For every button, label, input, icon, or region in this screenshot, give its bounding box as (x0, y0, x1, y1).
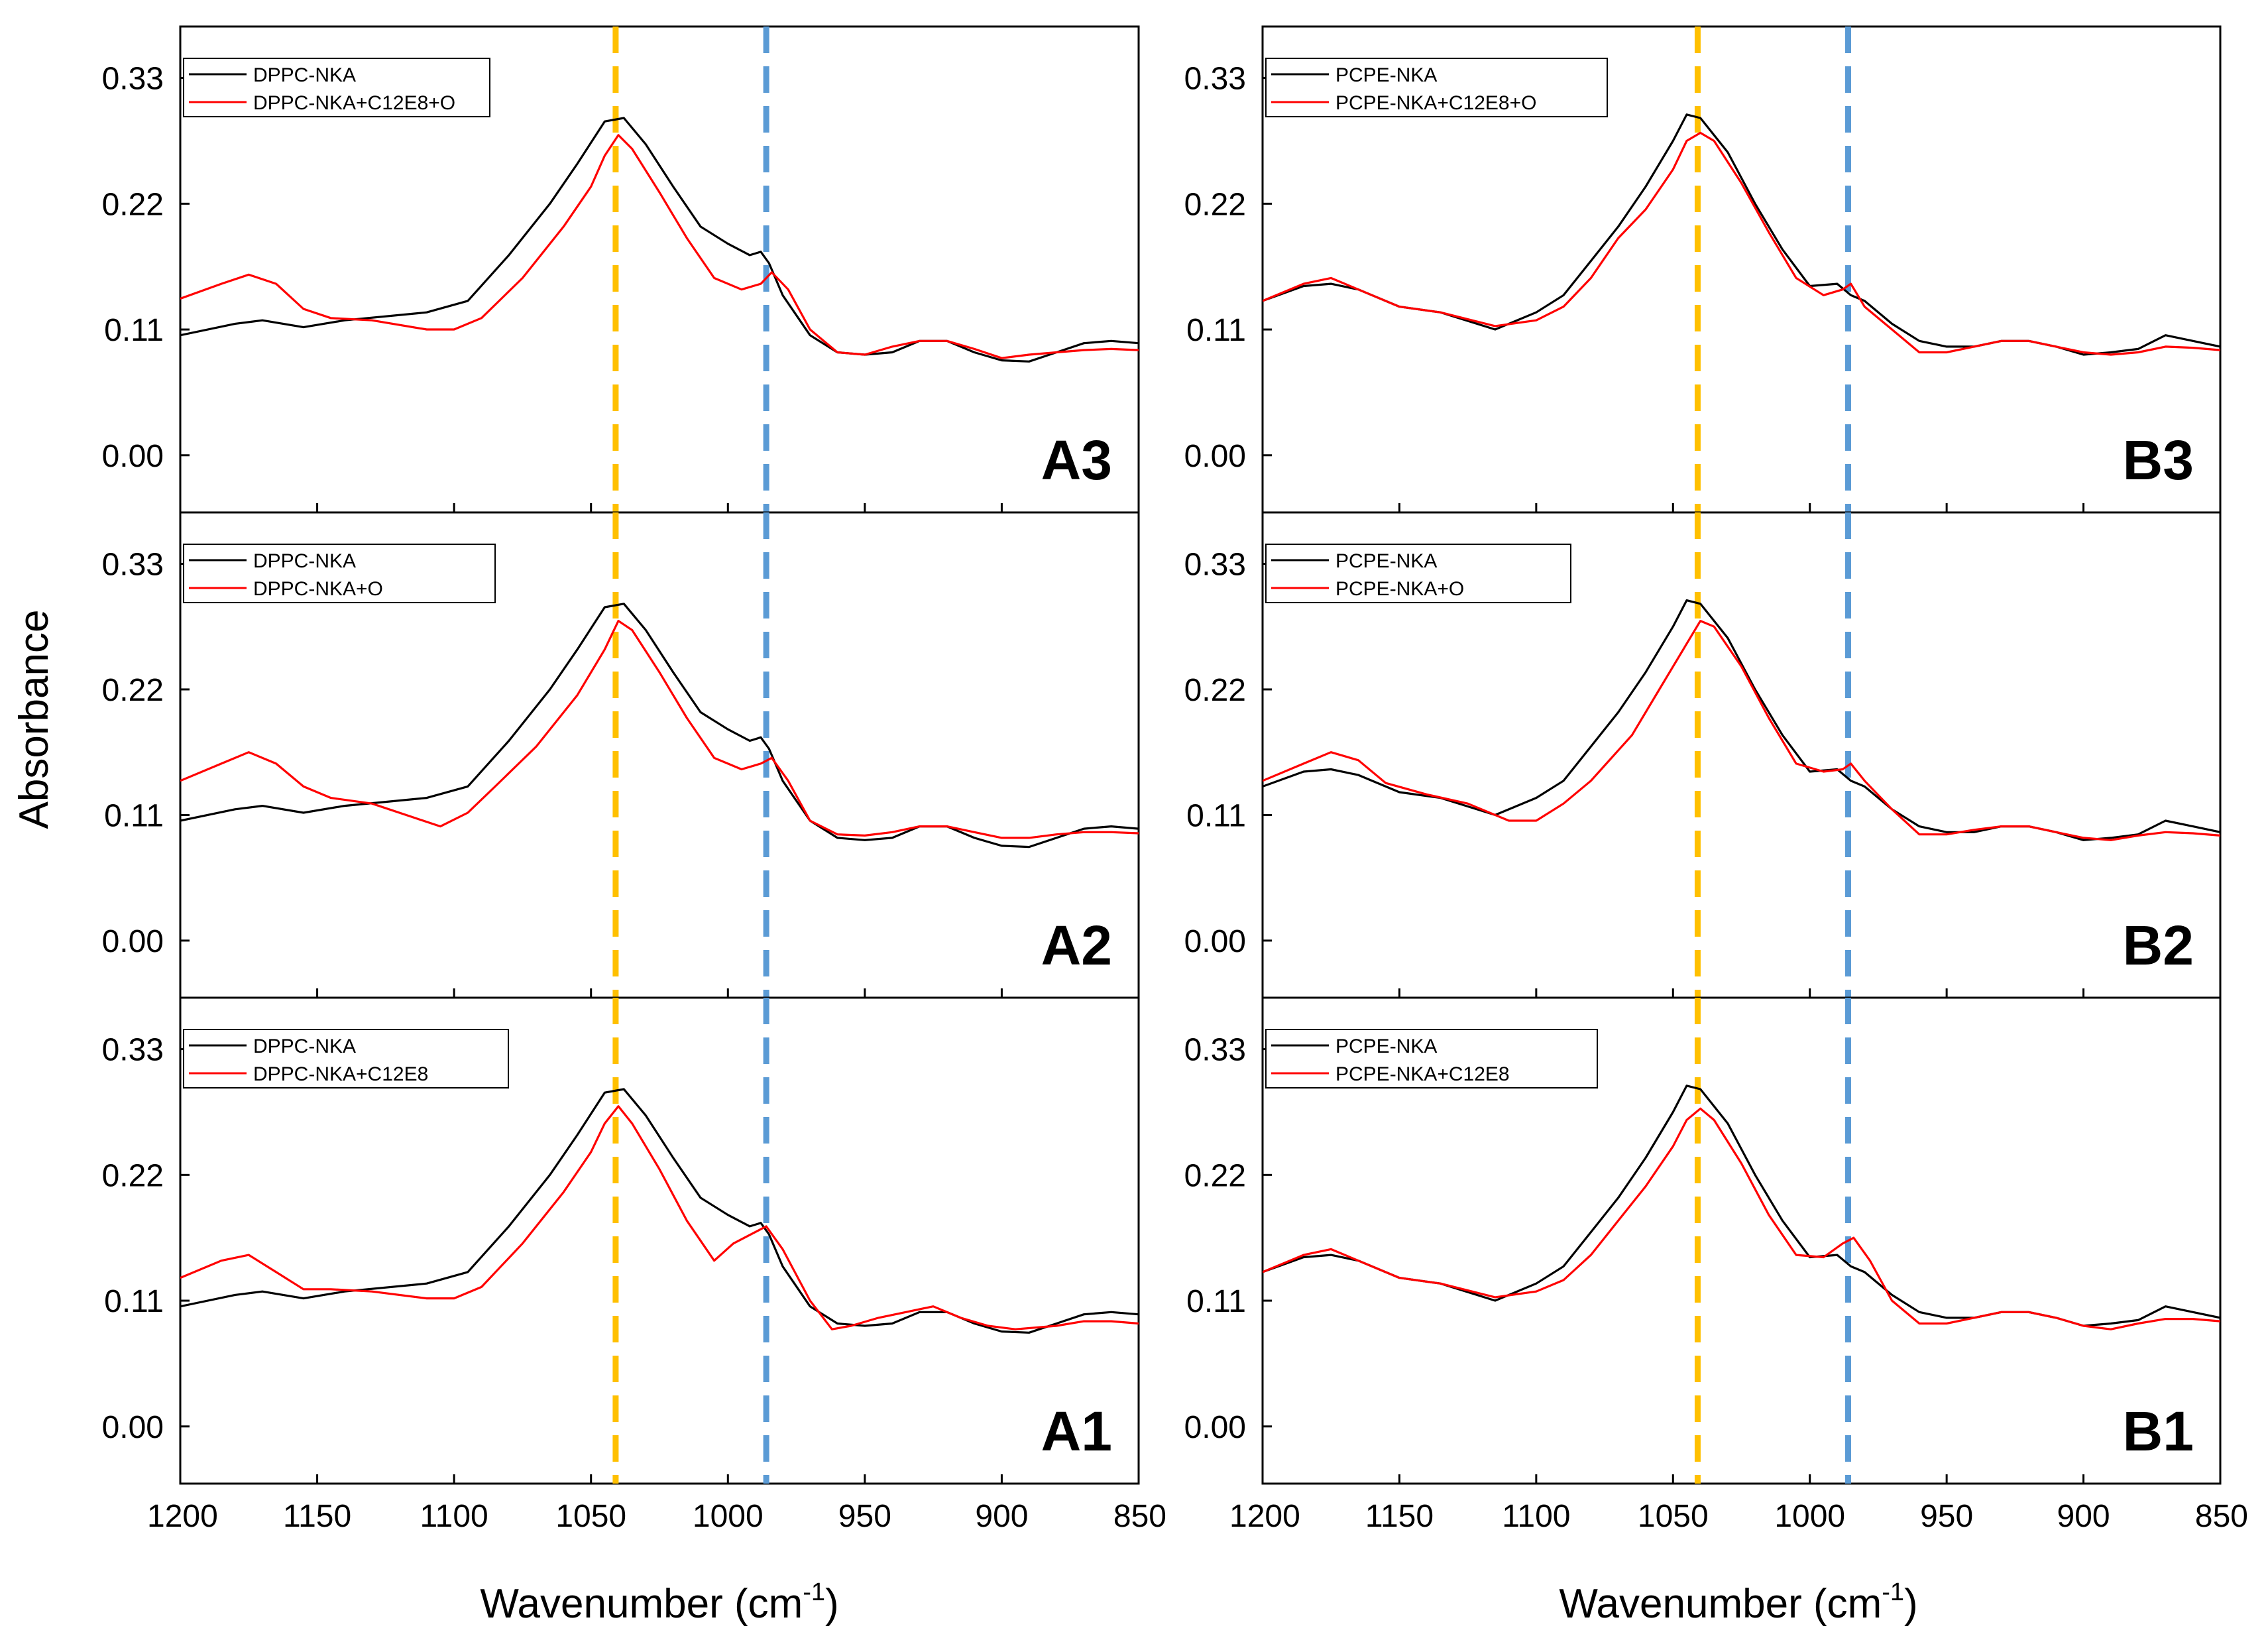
x-axis-title-main: Wavenumber (cm (480, 1581, 803, 1627)
legend-label: PCPE-NKA (1335, 550, 1437, 572)
legend-box (183, 544, 496, 603)
legend-label: DPPC-NKA (253, 64, 356, 86)
panel-tag-label: A1 (1041, 1400, 1112, 1462)
series-line-reference (180, 1088, 1139, 1334)
panel-tag-label: A2 (1041, 914, 1112, 976)
x-axis-title-main: Wavenumber (cm (1559, 1581, 1882, 1627)
x-tick-label: 1100 (1502, 1499, 1570, 1534)
y-tick-label: 0.11 (104, 1284, 164, 1319)
x-tick-label: 950 (838, 1499, 891, 1534)
x-tick-label: 850 (2195, 1499, 2248, 1534)
series-line-treated (180, 1105, 1139, 1330)
panel-B3: 0.00 0.11 0.22 0.33 PCPE-NKA PCPE-NKA+C12E8+O… (1184, 25, 2222, 514)
panel-B2: 0.00 0.11 0.22 0.33 PCPE-NKA PCPE-NKA+O B2 (1184, 511, 2222, 999)
y-tick-label: 0.33 (1184, 548, 1246, 583)
y-tick-label: 0.22 (102, 187, 164, 222)
legend-label: DPPC-NKA+C12E8 (253, 1063, 428, 1085)
y-tick-label: 0.00 (1184, 924, 1246, 959)
y-tick-label: 0.22 (1184, 187, 1246, 222)
legend-label: PCPE-NKA (1335, 1035, 1437, 1057)
panel-tag-label: A3 (1041, 429, 1112, 491)
legend-label: DPPC-NKA+C12E8+O (253, 92, 455, 114)
y-tick-label: 0.00 (102, 439, 164, 474)
legend-label: PCPE-NKA+C12E8+O (1335, 92, 1536, 114)
legend-box (1265, 544, 1571, 603)
x-tick-label: 1000 (693, 1499, 764, 1534)
panel-tag-label: B1 (2123, 1400, 2194, 1462)
series-line-reference (1263, 113, 2220, 356)
legend-box (1265, 58, 1608, 117)
plot-frame (179, 996, 1140, 1485)
x-tick-label: 900 (2057, 1499, 2110, 1534)
x-axis-title-right: Wavenumber (cm-1) (1559, 1578, 1917, 1627)
y-tick-label: 0.00 (1184, 1410, 1246, 1445)
x-tick-label: 1050 (555, 1499, 626, 1534)
plot-frame (1261, 996, 2222, 1485)
series-line-reference (1263, 1085, 2220, 1327)
legend-box (183, 58, 490, 117)
legend-box (1265, 1029, 1598, 1089)
y-tick-label: 0.22 (102, 673, 164, 708)
legend-box (183, 1029, 509, 1089)
x-tick-label: 1100 (420, 1499, 488, 1534)
series-line-reference (180, 117, 1139, 363)
series-line-treated (180, 134, 1139, 359)
x-axis-title-sup: -1 (803, 1578, 825, 1606)
series-line-treated (1263, 620, 2220, 841)
x-axis-title-left: Wavenumber (cm-1) (480, 1578, 838, 1627)
panel-B1: 0.00 0.11 0.22 0.33 1200 1150 1100 1050 1000 950 9… (1184, 996, 2248, 1534)
x-tick-label: 850 (1113, 1499, 1166, 1534)
y-tick-label: 0.33 (1184, 62, 1246, 97)
legend-label: DPPC-NKA (253, 1035, 356, 1057)
series-line-reference (1263, 599, 2220, 841)
x-tick-label: 1000 (1774, 1499, 1845, 1534)
legend-label: PCPE-NKA+O (1335, 578, 1464, 600)
y-tick-label: 0.11 (1186, 313, 1246, 348)
x-tick-label: 1200 (1229, 1499, 1300, 1534)
y-tick-label: 0.33 (102, 62, 164, 97)
series-line-treated (180, 620, 1139, 839)
x-tick-label: 900 (975, 1499, 1028, 1534)
panel-tag-label: B2 (2123, 914, 2194, 976)
y-tick-label: 0.00 (102, 924, 164, 959)
legend-label: PCPE-NKA+C12E8 (1335, 1063, 1510, 1085)
panel-A1: 0.00 0.11 0.22 0.33 1200 1150 1100 1050 1000 950 9… (102, 996, 1166, 1534)
x-tick-label: 950 (1920, 1499, 1973, 1534)
y-tick-label: 0.00 (102, 1410, 164, 1445)
y-tick-label: 0.22 (1184, 1158, 1246, 1193)
y-tick-label: 0.33 (102, 1033, 164, 1068)
legend-label: PCPE-NKA (1335, 64, 1437, 86)
y-tick-label: 0.11 (1186, 1284, 1246, 1319)
y-tick-label: 0.00 (1184, 439, 1246, 474)
legend-label: DPPC-NKA+O (253, 578, 383, 600)
y-tick-label: 0.11 (1186, 798, 1246, 833)
y-tick-label: 0.33 (1184, 1033, 1246, 1068)
series-line-treated (1263, 1107, 2220, 1330)
y-tick-label: 0.33 (102, 548, 164, 583)
y-axis-title: Absorbance (11, 610, 57, 829)
y-tick-label: 0.11 (104, 313, 164, 348)
x-tick-label: 1200 (147, 1499, 218, 1534)
x-axis-title-close: ) (1904, 1581, 1918, 1627)
legend-label: DPPC-NKA (253, 550, 356, 572)
x-axis-title-sup: -1 (1882, 1578, 1904, 1606)
panel-A3: 0.00 0.11 0.22 0.33 DPPC-NKA DPPC-NKA+C12E8+O… (102, 25, 1140, 514)
y-tick-label: 0.22 (1184, 673, 1246, 708)
panels-layer: 0.00 0.11 0.22 0.33 DPPC-NKA DPPC-NKA+C12E8+O… (102, 25, 2248, 1534)
series-line-treated (1263, 131, 2220, 356)
panel-tag-label: B3 (2123, 429, 2194, 491)
x-axis-title-close: ) (825, 1581, 839, 1627)
x-tick-label: 1150 (1365, 1499, 1434, 1534)
series-line-reference (180, 603, 1139, 849)
x-tick-label: 1150 (283, 1499, 351, 1534)
panel-A2: 0.00 0.11 0.22 0.33 DPPC-NKA DPPC-NKA+O A2 (102, 511, 1140, 999)
y-tick-label: 0.11 (104, 798, 164, 833)
x-tick-label: 1050 (1638, 1499, 1709, 1534)
y-tick-label: 0.22 (102, 1158, 164, 1193)
